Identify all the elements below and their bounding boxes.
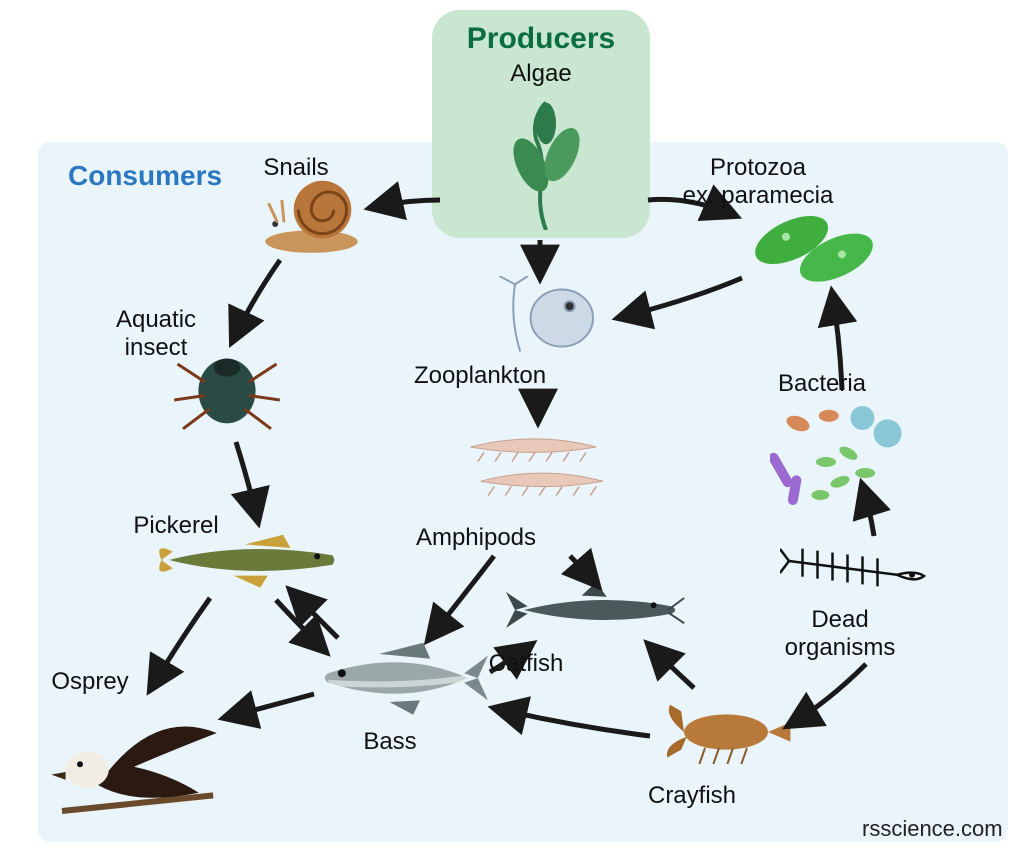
protozoa-label: Protozoaex. paramecia bbox=[683, 154, 834, 209]
consumers-label: Consumers bbox=[68, 160, 222, 192]
zooplankton-label: Zooplankton bbox=[414, 362, 546, 390]
amphipods-label: Amphipods bbox=[416, 524, 536, 552]
pickerel-label: Pickerel bbox=[133, 512, 218, 540]
protozoa-illustration bbox=[744, 208, 884, 293]
algae-label: Algae bbox=[452, 60, 630, 88]
snails-illustration bbox=[262, 176, 372, 261]
catfish-label: Catfish bbox=[489, 650, 564, 678]
osprey-label: Osprey bbox=[51, 668, 128, 696]
crayfish-illustration bbox=[656, 692, 796, 777]
algae-illustration bbox=[496, 100, 596, 235]
snails-label: Snails bbox=[263, 154, 328, 182]
zooplankton-illustration bbox=[476, 276, 606, 365]
aquatic-insect-label: Aquaticinsect bbox=[116, 306, 196, 361]
dead-label: Deadorganisms bbox=[785, 606, 896, 661]
osprey-illustration bbox=[44, 694, 224, 829]
producers-title: Producers bbox=[452, 22, 630, 56]
catfish-illustration bbox=[506, 580, 686, 645]
pickerel-illustration bbox=[150, 530, 340, 595]
bass-label: Bass bbox=[363, 728, 416, 756]
bacteria-illustration bbox=[770, 396, 910, 511]
bacteria-label: Bacteria bbox=[778, 370, 866, 398]
amphipods-illustration bbox=[450, 420, 620, 515]
attribution: rsscience.com bbox=[862, 816, 1003, 842]
bass-illustration bbox=[318, 638, 488, 723]
dead-illustration bbox=[780, 540, 930, 605]
crayfish-label: Crayfish bbox=[648, 782, 736, 810]
